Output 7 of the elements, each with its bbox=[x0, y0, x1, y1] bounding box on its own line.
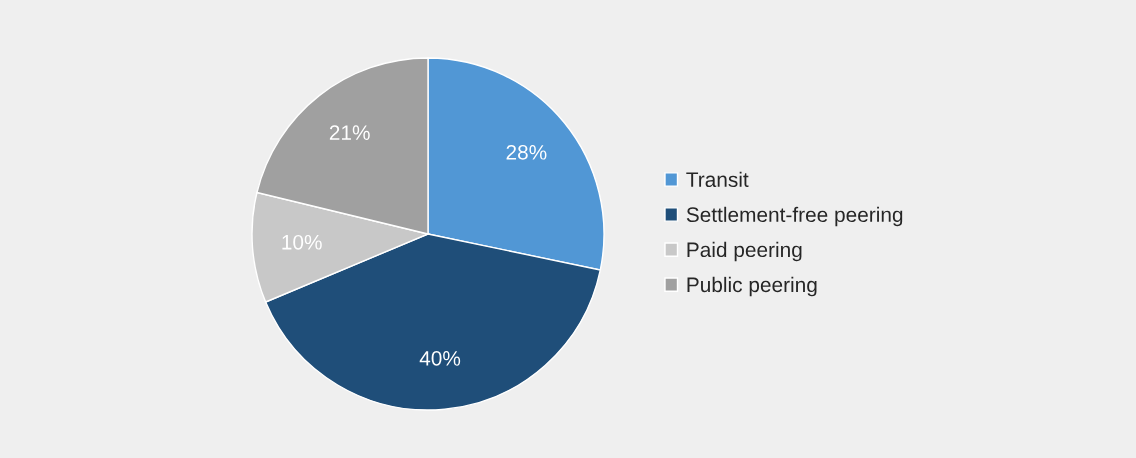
data-label: 21% bbox=[329, 125, 370, 140]
legend-label: Public peering bbox=[687, 276, 817, 297]
legend-label: Settlement-free peering bbox=[686, 206, 903, 227]
legend-label: Transit bbox=[686, 171, 749, 188]
data-label: 28% bbox=[506, 144, 547, 160]
legend-label: Paid peering bbox=[687, 241, 802, 262]
data-label: 40% bbox=[419, 350, 461, 366]
